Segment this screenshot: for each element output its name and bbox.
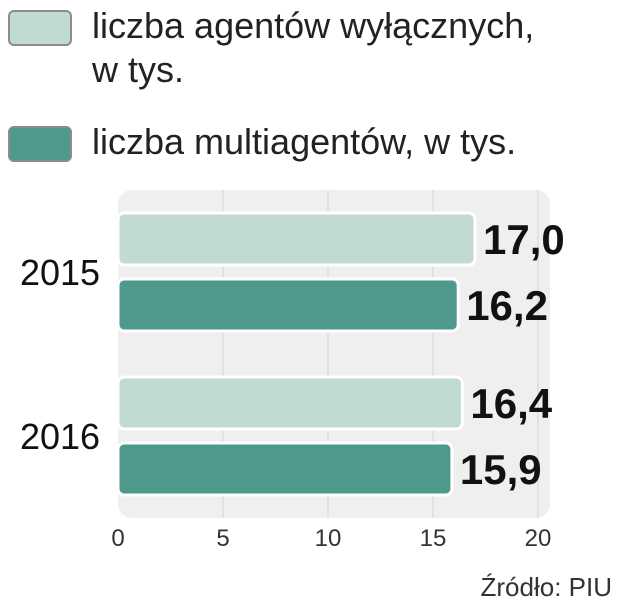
x-tick-label: 5 bbox=[216, 525, 229, 552]
x-tick-label: 15 bbox=[420, 525, 447, 552]
bar bbox=[116, 277, 460, 333]
bar bbox=[116, 441, 454, 497]
x-tick-label: 20 bbox=[525, 525, 552, 552]
legend-label-multiagents: liczba multiagentów, w tys. bbox=[92, 121, 517, 162]
source-note: Źródło: PIU bbox=[480, 572, 613, 602]
data-label: 15,9 bbox=[460, 446, 542, 493]
legend-item-multiagents: liczba multiagentów, w tys. bbox=[8, 120, 562, 164]
data-label: 17,0 bbox=[483, 216, 565, 263]
legend-swatch-exclusive-agents bbox=[8, 10, 72, 46]
legend-swatch-multiagents bbox=[8, 126, 72, 162]
bar bbox=[116, 211, 477, 267]
category-label: 2016 bbox=[20, 416, 100, 457]
data-label: 16,4 bbox=[470, 380, 552, 427]
x-tick-label: 10 bbox=[315, 525, 342, 552]
bar bbox=[116, 375, 464, 431]
legend-item-exclusive-agents: liczba agentów wyłącznych, w tys. bbox=[8, 4, 562, 92]
data-label: 16,2 bbox=[466, 282, 548, 329]
category-label: 2015 bbox=[20, 252, 100, 293]
x-tick-label: 0 bbox=[111, 525, 124, 552]
legend-label-exclusive-agents: liczba agentów wyłącznych, w tys. bbox=[92, 5, 535, 90]
plot-area bbox=[118, 190, 550, 518]
